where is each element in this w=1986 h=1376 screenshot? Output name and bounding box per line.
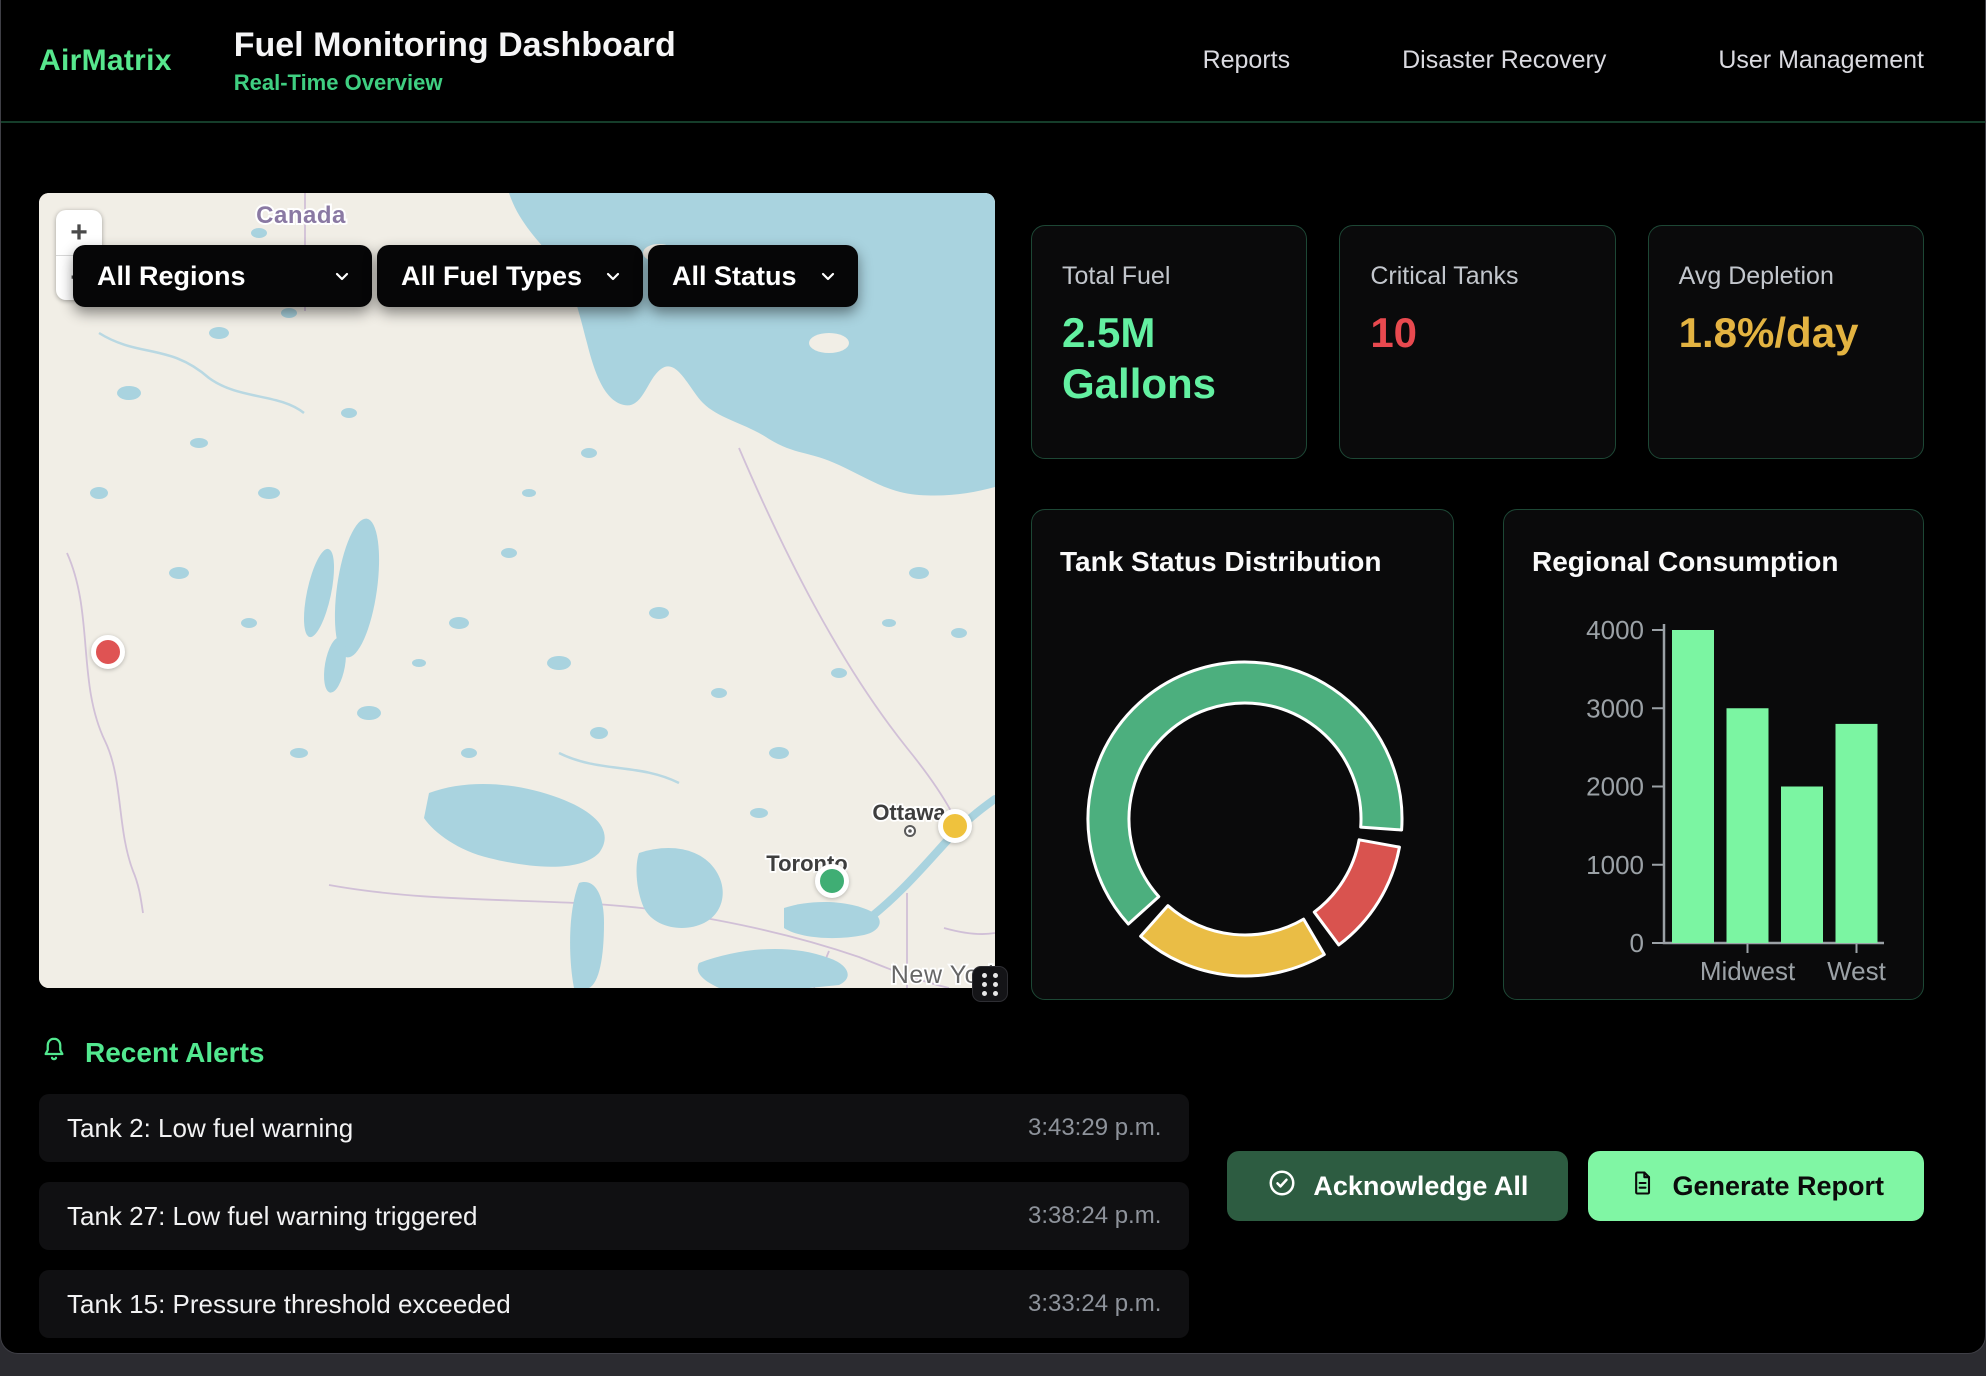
main-content: Canada Ottawa Toronto New York + − All R… [1,123,1985,1000]
stat-value: 1.8%/day [1679,307,1849,358]
svg-text:West: West [1827,956,1887,986]
fuel-type-filter-select[interactable]: All Fuel Types [377,245,643,307]
stat-label: Total Fuel [1062,262,1276,291]
svg-text:1000: 1000 [1586,850,1644,880]
fuel-type-filter-label: All Fuel Types [401,261,582,292]
generate-report-label: Generate Report [1672,1171,1884,1202]
document-icon [1628,1169,1656,1204]
check-circle-icon [1267,1168,1297,1205]
stats-row: Total Fuel 2.5M Gallons Critical Tanks 1… [1031,225,1924,459]
alerts-body: Tank 2: Low fuel warning 3:43:29 p.m. Ta… [39,1094,1924,1338]
page-subtitle: Real-Time Overview [234,70,676,96]
svg-text:0: 0 [1630,928,1644,958]
stat-card-total-fuel: Total Fuel 2.5M Gallons [1031,225,1307,459]
bell-icon [39,1035,69,1070]
tank-marker[interactable] [91,635,125,669]
alert-actions: Acknowledge All Generate Report [1227,1151,1924,1221]
map-resize-handle[interactable] [972,966,1008,1002]
generate-report-button[interactable]: Generate Report [1588,1151,1924,1221]
alerts-title: Recent Alerts [85,1037,264,1069]
alert-row[interactable]: Tank 27: Low fuel warning triggered 3:38… [39,1182,1189,1250]
status-filter-select[interactable]: All Status [648,245,858,307]
regional-consumption-bar-chart: 0 1000 2000 3000 4000 Midwest West [1504,510,1924,1000]
map-filter-bar: All Regions All Fuel Types All Status [73,245,858,307]
chevron-down-icon [330,264,354,288]
svg-text:2000: 2000 [1586,772,1644,802]
alert-timestamp: 3:38:24 p.m. [1028,1202,1161,1230]
svg-text:3000: 3000 [1586,693,1644,723]
tank-status-chart-card: Tank Status Distribution [1031,509,1454,1000]
tank-marker[interactable] [815,864,849,898]
regional-consumption-chart-card: Regional Consumption 01000200030004000Mi… [1503,509,1924,1000]
alert-row[interactable]: Tank 2: Low fuel warning 3:43:29 p.m. [39,1094,1189,1162]
map-canvas[interactable]: Canada Ottawa Toronto New York [39,193,995,988]
alert-text: Tank 15: Pressure threshold exceeded [67,1289,511,1320]
alerts-header: Recent Alerts [39,1035,1924,1070]
map-svg[interactable]: Canada Ottawa Toronto New York [39,193,995,988]
stat-card-avg-depletion: Avg Depletion 1.8%/day [1648,225,1924,459]
map-label-canada: Canada [256,202,346,229]
tank-status-donut-chart [1085,659,1405,979]
stat-label: Avg Depletion [1679,262,1893,291]
alert-timestamp: 3:33:24 p.m. [1028,1290,1161,1318]
chart-title: Tank Status Distribution [1060,546,1382,578]
top-bar: AirMatrix Fuel Monitoring Dashboard Real… [1,0,1985,123]
alert-text: Tank 27: Low fuel warning triggered [67,1201,477,1232]
stat-card-critical-tanks: Critical Tanks 10 [1339,225,1615,459]
title-block: Fuel Monitoring Dashboard Real-Time Over… [234,26,676,96]
acknowledge-all-button[interactable]: Acknowledge All [1227,1151,1568,1221]
tank-marker[interactable] [938,809,972,843]
stat-value: 10 [1370,307,1540,358]
region-filter-label: All Regions [97,261,246,292]
nav-reports[interactable]: Reports [1203,46,1291,75]
nav-disaster-recovery[interactable]: Disaster Recovery [1402,46,1606,75]
map-panel: Canada Ottawa Toronto New York + − All R… [39,193,995,988]
stat-value: 2.5M Gallons [1062,307,1232,409]
chevron-down-icon [816,264,840,288]
acknowledge-all-label: Acknowledge All [1313,1171,1528,1202]
brand-logo: AirMatrix [39,44,172,78]
recent-alerts-section: Recent Alerts Tank 2: Low fuel warning 3… [1,1000,1985,1338]
charts-row: Tank Status Distribution Regional Consum… [1031,509,1924,1000]
nav-user-management[interactable]: User Management [1718,46,1924,75]
alert-row[interactable]: Tank 15: Pressure threshold exceeded 3:3… [39,1270,1189,1338]
svg-text:4000: 4000 [1586,615,1644,645]
region-filter-select[interactable]: All Regions [73,245,372,307]
top-nav: Reports Disaster Recovery User Managemen… [1203,46,1924,75]
app-window: AirMatrix Fuel Monitoring Dashboard Real… [0,0,1986,1354]
alert-text: Tank 2: Low fuel warning [67,1113,353,1144]
alert-timestamp: 3:43:29 p.m. [1028,1114,1161,1142]
chevron-down-icon [601,264,625,288]
page-title: Fuel Monitoring Dashboard [234,26,676,65]
map-label-ottawa: Ottawa [872,800,946,825]
right-column: Total Fuel 2.5M Gallons Critical Tanks 1… [1031,193,1924,1000]
svg-text:Midwest: Midwest [1700,956,1796,986]
stat-label: Critical Tanks [1370,262,1584,291]
status-filter-label: All Status [672,261,797,292]
alerts-list: Tank 2: Low fuel warning 3:43:29 p.m. Ta… [39,1094,1189,1338]
